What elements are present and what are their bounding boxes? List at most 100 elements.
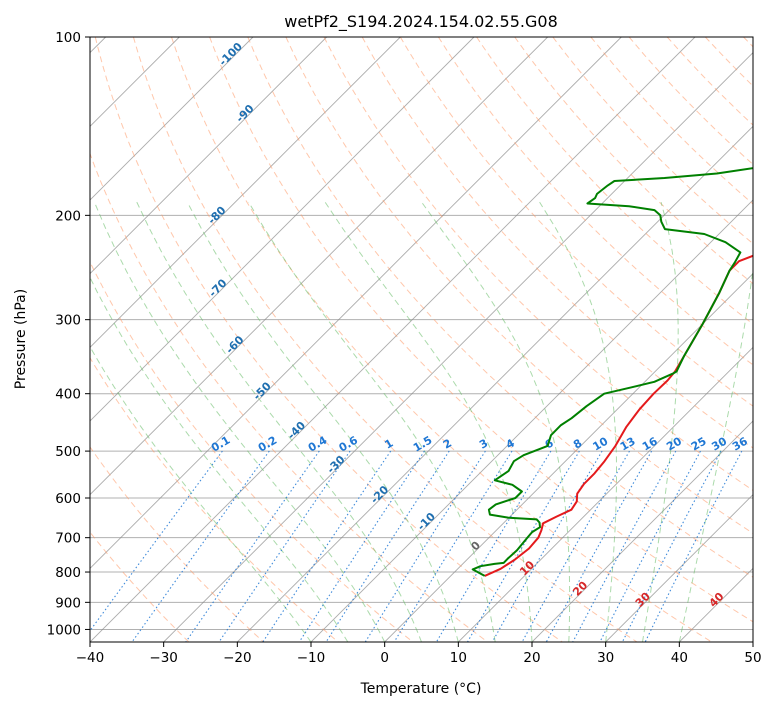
moist-adiabat-line	[248, 201, 496, 642]
isotherm-label: -20	[368, 483, 391, 506]
moist-adiabat-line	[186, 201, 459, 642]
isotherm-label: -90	[233, 102, 256, 125]
mixing-ratio-line	[521, 450, 630, 642]
y-tick-label: 100	[55, 30, 81, 46]
isotherm-line	[90, 37, 254, 201]
isotherm-line	[531, 420, 753, 642]
isotherm-label: 10	[517, 558, 537, 578]
isotherm-line	[458, 346, 753, 642]
moist-adiabat-line	[539, 201, 617, 642]
dry-adiabat-line	[247, 37, 753, 578]
mixing-ratio-line	[599, 450, 701, 642]
dry-adiabat-line	[361, 37, 753, 449]
sounding-profiles	[471, 167, 753, 577]
x-tick-label: −30	[149, 650, 178, 666]
y-tick-label: 800	[55, 565, 81, 581]
isotherm-line	[237, 125, 753, 642]
dry-adiabat-line	[90, 260, 414, 642]
background-line-labels: 0.1 0.2 0.4 0.6 1 1.5 2 3 4 6 8 10 13 16 20 25 30 36-100-…	[205, 40, 750, 610]
moist-adiabat-line	[136, 201, 422, 642]
moist-adiabat-line	[642, 201, 679, 642]
x-tick-label: −20	[223, 650, 252, 666]
mixing-ratio-line	[545, 450, 653, 642]
isotherm-line	[90, 37, 696, 642]
dry-adiabat-line	[437, 37, 753, 366]
isotherm-line	[90, 37, 548, 496]
moist-adiabat-line	[678, 265, 753, 642]
y-tick-label: 1000	[47, 622, 81, 638]
isotherm-label: 20	[570, 579, 590, 599]
y-tick-label: 500	[55, 444, 81, 460]
dry-adiabat-line	[285, 37, 753, 534]
dry-adiabat-line	[552, 37, 753, 245]
mixing-ratio-line	[467, 450, 580, 642]
dry-adiabat-line	[90, 356, 339, 642]
y-tick-label: 400	[55, 387, 81, 403]
isotherm-label: -30	[324, 453, 347, 476]
x-tick-label: 20	[523, 650, 540, 666]
dry-adiabat-line	[323, 37, 753, 491]
x-tick-label: 30	[597, 650, 614, 666]
dewpoint-profile-line	[471, 167, 753, 577]
dry-adiabat-line	[704, 37, 753, 87]
y-tick-label: 700	[55, 531, 81, 547]
mixing-ratio-line	[262, 450, 392, 642]
isotherm-line	[752, 641, 753, 642]
y-tick-label: 600	[55, 491, 81, 507]
y-axis-label: Pressure (hPa)	[13, 289, 29, 389]
dry-adiabat-line	[743, 37, 753, 48]
y-tick-label: 200	[55, 208, 81, 224]
isotherm-line	[90, 37, 401, 348]
isotherm-label: -80	[205, 204, 228, 227]
moist-adiabat-line	[93, 201, 386, 642]
mixing-ratio-line	[491, 450, 603, 642]
mixing-ratio-line	[435, 450, 552, 642]
isotherm-line	[90, 37, 475, 422]
isotherm-label: -40	[285, 419, 308, 442]
isotherm-label: -100	[216, 40, 245, 69]
y-axis: 100 200 300 400 500 600 700 800 900 1000	[47, 30, 90, 638]
mixing-ratio-line	[393, 450, 513, 642]
chart-title: wetPf2_S194.2024.154.02.55.G08	[284, 12, 558, 32]
isotherm-label: 30	[633, 590, 653, 610]
isotherm-label: -50	[251, 379, 274, 402]
y-tick-label: 900	[55, 595, 81, 611]
dry-adiabat-line	[132, 37, 638, 642]
mixing-ratio-line	[325, 450, 450, 642]
isotherm-label: -10	[415, 510, 438, 533]
moist-adiabat-line	[90, 345, 312, 642]
mixing-ratio-label: 4	[504, 436, 517, 451]
isotherm-line	[384, 273, 753, 642]
mixing-ratio-line	[621, 450, 722, 642]
mixing-ratio-line	[298, 450, 425, 642]
isotherm-label: -60	[223, 333, 246, 356]
dry-adiabat-line	[90, 152, 488, 642]
dry-adiabat-line	[171, 37, 712, 642]
isotherm-line	[90, 37, 622, 569]
plot-frame	[89, 36, 754, 643]
moist-adiabat-line	[421, 201, 571, 642]
mixing-ratio-line	[364, 450, 486, 642]
dry-adiabat-line	[666, 37, 753, 126]
isotherm-label: 40	[707, 590, 727, 610]
x-tick-label: −10	[297, 650, 326, 666]
dry-adiabat-line	[590, 37, 753, 205]
dry-adiabat-line	[209, 37, 753, 623]
moist-adiabat-line	[324, 201, 533, 642]
mixing-ratio-label: 2	[441, 437, 454, 452]
temperature-profile-line	[484, 254, 753, 577]
y-tick-label: 300	[55, 313, 81, 329]
isotherm-line	[605, 494, 753, 642]
dry-adiabat-line	[90, 446, 264, 642]
isotherm-line	[90, 37, 327, 275]
x-tick-label: −40	[76, 650, 105, 666]
dry-adiabat-line	[94, 37, 563, 642]
isotherm-line	[163, 52, 753, 642]
mixing-ratio-line	[572, 450, 677, 642]
x-tick-label: 50	[744, 650, 761, 666]
mixing-ratio-line	[218, 450, 351, 642]
dry-adiabat-line	[399, 37, 753, 407]
x-tick-label: 40	[671, 650, 688, 666]
background-lines	[90, 37, 753, 642]
